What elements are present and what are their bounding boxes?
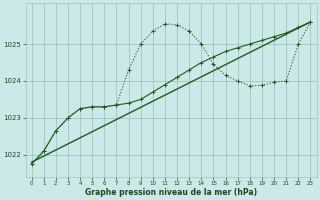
X-axis label: Graphe pression niveau de la mer (hPa): Graphe pression niveau de la mer (hPa) [85,188,257,197]
